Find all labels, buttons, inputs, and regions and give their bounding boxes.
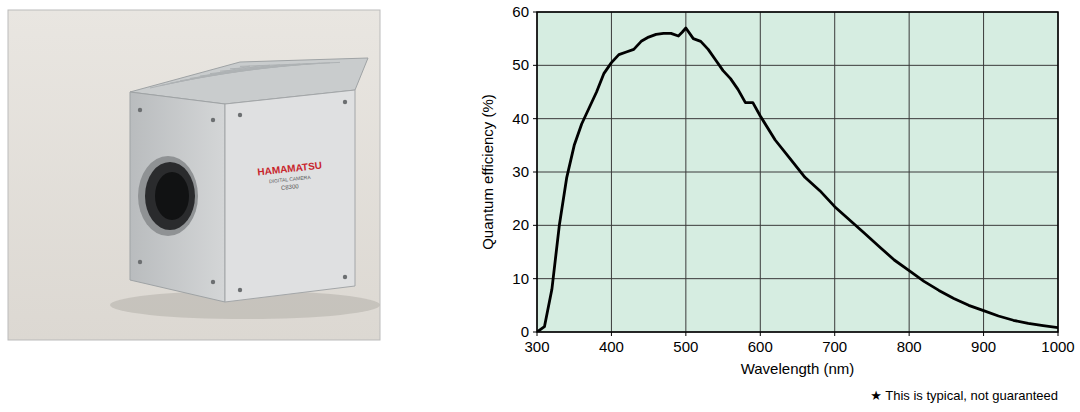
screw [211,118,215,122]
lens-mount [138,156,198,236]
grid-line-y [537,172,1058,173]
camera-front [130,92,225,302]
screw [238,288,242,292]
tick-label-y: 40 [512,110,529,127]
tick-label-y: 30 [512,163,529,180]
camera-brand: HAMAMATSU [257,160,323,178]
heat-fin [240,62,340,66]
photo-background [8,10,380,340]
tick-label-x: 500 [673,338,698,355]
plot-background [537,12,1058,332]
tick-label-x: 600 [748,338,773,355]
tick-label-y: 0 [521,323,529,340]
tick-label-y: 10 [512,270,529,287]
tick-label-x: 800 [897,338,922,355]
grid-line-y [537,278,1058,279]
plot-frame [537,12,1058,332]
camera-caption: DIGITAL CAMERA [269,174,312,184]
photo: HAMAMATSUDIGITAL CAMERAC8300 [8,10,380,340]
tick-label-y: 20 [512,216,529,233]
lens-glass [155,172,189,220]
screw [238,113,242,117]
tick-label-y: 60 [512,3,529,20]
chart: 300 400 500 600 700 800 900 1000 0 10 20 30 40 50 60 Wa… [479,3,1075,403]
tick-label-x: 700 [822,338,847,355]
screw [138,108,142,112]
lens [145,162,195,230]
data-line [537,28,1058,332]
tick-label-x: 400 [599,338,624,355]
grid-line-y [537,118,1058,119]
y-axis-title: Quantum efficiency (%) [479,94,496,250]
tick-label-x: 1000 [1041,338,1074,355]
x-axis-title: Wavelength (nm) [741,360,855,377]
canvas: HAMAMATSUDIGITAL CAMERAC8300300400500600… [0,0,1080,412]
camera-model: C8300 [281,183,300,191]
tick-label-y: 50 [512,56,529,73]
screw [343,100,347,104]
screw [138,260,142,264]
plot-area [537,28,1058,332]
footnote: ★ This is typical, not guaranteed [870,388,1058,403]
camera-side [225,90,355,302]
grid-line-y [537,225,1058,226]
tick-label-x: 900 [971,338,996,355]
screw [211,280,215,284]
tick-label-x: 300 [524,338,549,355]
grid-line-y [537,65,1058,66]
screw [343,275,347,279]
